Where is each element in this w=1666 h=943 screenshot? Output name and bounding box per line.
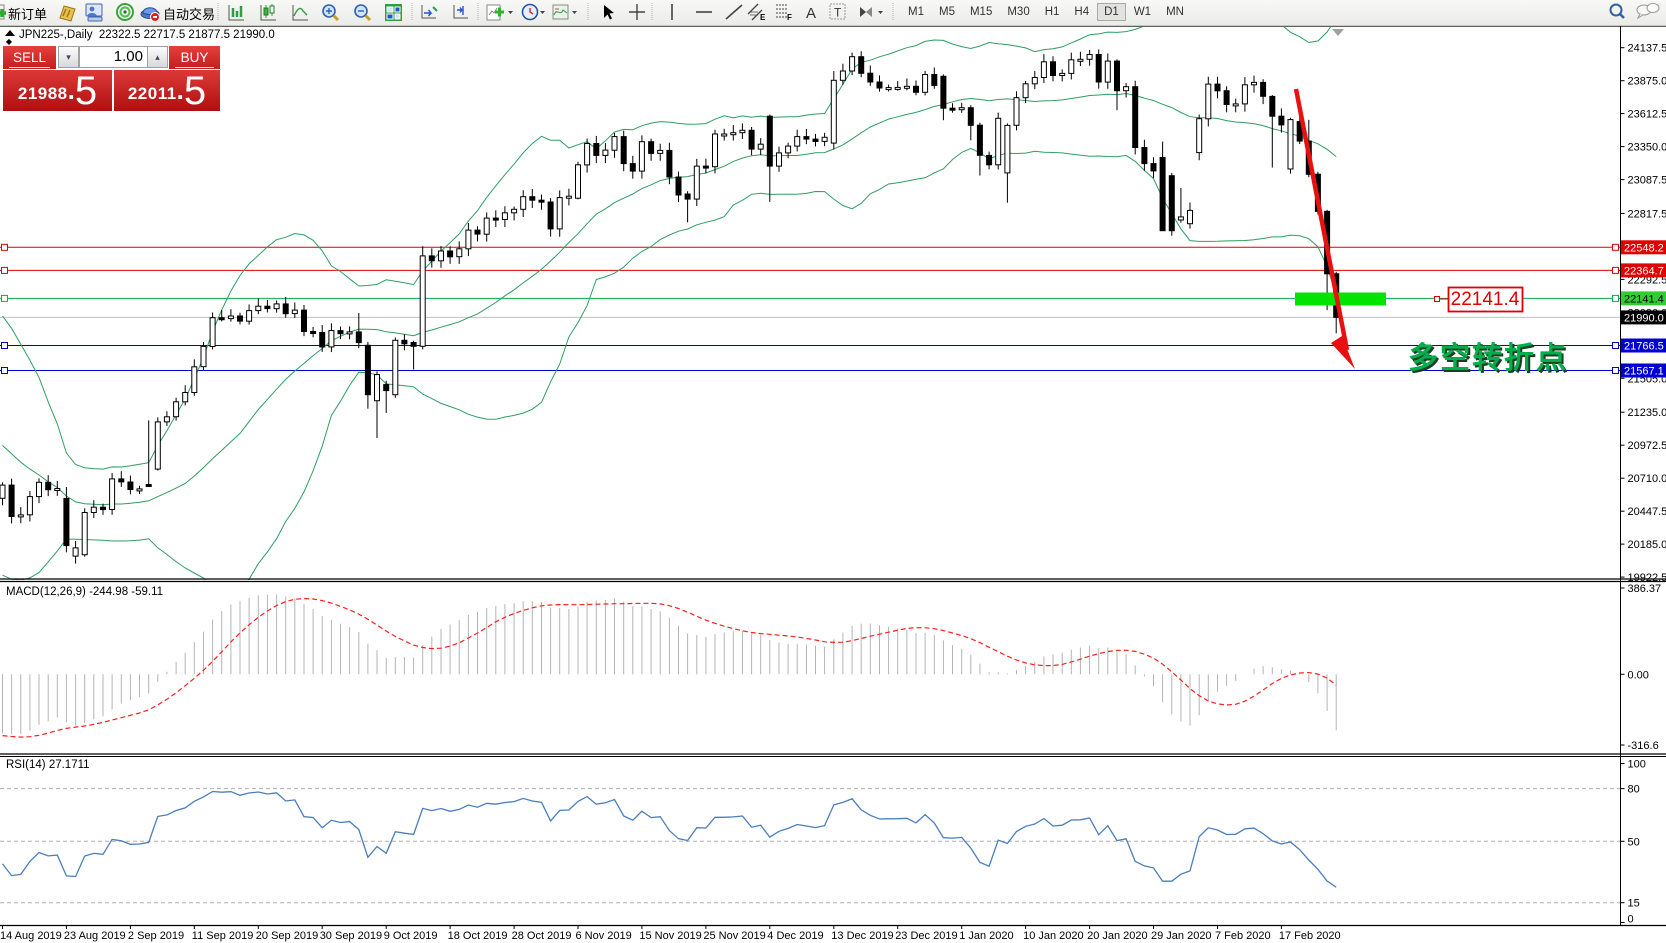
svg-text:28 Oct 2019: 28 Oct 2019: [512, 930, 572, 942]
svg-text:F: F: [787, 13, 792, 22]
svg-text:20 Jan 2020: 20 Jan 2020: [1087, 930, 1148, 942]
svg-text:14 Aug 2019: 14 Aug 2019: [0, 930, 62, 942]
svg-text:23875.0: 23875.0: [1628, 76, 1666, 88]
svg-text:19922.5: 19922.5: [1628, 572, 1666, 584]
svg-text:22548.2: 22548.2: [1624, 242, 1664, 254]
svg-text:2 Sep 2019: 2 Sep 2019: [128, 930, 184, 942]
svg-text:30 Sep 2019: 30 Sep 2019: [320, 930, 382, 942]
svg-text:E: E: [760, 13, 766, 22]
svg-text:20972.5: 20972.5: [1628, 440, 1666, 452]
svg-text:386.37: 386.37: [1628, 583, 1662, 595]
svg-text:21235.0: 21235.0: [1628, 407, 1666, 419]
svg-text:15 Nov 2019: 15 Nov 2019: [639, 930, 701, 942]
svg-text:23087.5: 23087.5: [1628, 175, 1666, 187]
svg-text:0: 0: [1628, 914, 1634, 926]
svg-text:4 Dec 2019: 4 Dec 2019: [767, 930, 823, 942]
svg-text:22141.4: 22141.4: [1451, 289, 1520, 310]
svg-text:13 Dec 2019: 13 Dec 2019: [831, 930, 893, 942]
svg-text:JPN225-,Daily 22322.5 22717.5: JPN225-,Daily 22322.5 22717.5 21877.5 21…: [19, 29, 275, 41]
svg-text:20710.0: 20710.0: [1628, 473, 1666, 485]
svg-text:7 Feb 2020: 7 Feb 2020: [1215, 930, 1271, 942]
svg-text:RSI(14) 27.1711: RSI(14) 27.1711: [6, 759, 90, 771]
svg-text:6 Nov 2019: 6 Nov 2019: [576, 930, 632, 942]
svg-text:50: 50: [1628, 836, 1640, 848]
svg-text:20 Sep 2019: 20 Sep 2019: [256, 930, 318, 942]
svg-text:11 Sep 2019: 11 Sep 2019: [192, 930, 254, 942]
svg-text:17 Feb 2020: 17 Feb 2020: [1279, 930, 1341, 942]
svg-text:23 Dec 2019: 23 Dec 2019: [895, 930, 957, 942]
svg-text:15: 15: [1628, 898, 1640, 910]
svg-text:21567.1: 21567.1: [1624, 366, 1664, 378]
svg-text:23612.5: 23612.5: [1628, 109, 1666, 121]
svg-text:21766.5: 21766.5: [1624, 341, 1664, 353]
svg-text:23 Aug 2019: 23 Aug 2019: [64, 930, 126, 942]
svg-text:24137.5: 24137.5: [1628, 43, 1666, 55]
svg-text:A: A: [806, 5, 816, 22]
svg-text:多空转折点: 多空转折点: [1410, 344, 1570, 377]
svg-text:MACD(12,26,9) -244.98 -59.11: MACD(12,26,9) -244.98 -59.11: [6, 586, 163, 598]
svg-text:◆: ◆: [6, 37, 13, 46]
svg-text:18 Oct 2019: 18 Oct 2019: [448, 930, 508, 942]
svg-text:-316.6: -316.6: [1628, 740, 1659, 752]
svg-text:0.00: 0.00: [1628, 669, 1649, 681]
svg-text:23350.0: 23350.0: [1628, 142, 1666, 154]
svg-text:10 Jan 2020: 10 Jan 2020: [1023, 930, 1084, 942]
svg-text:29 Jan 2020: 29 Jan 2020: [1151, 930, 1212, 942]
svg-text:T: T: [834, 6, 842, 20]
svg-text:20447.5: 20447.5: [1628, 506, 1666, 518]
svg-text:22141.4: 22141.4: [1624, 293, 1664, 305]
svg-text:20185.0: 20185.0: [1628, 539, 1666, 551]
svg-text:25 Nov 2019: 25 Nov 2019: [703, 930, 765, 942]
svg-text:21990.0: 21990.0: [1624, 312, 1664, 324]
svg-text:100: 100: [1628, 759, 1646, 771]
svg-text:22817.5: 22817.5: [1628, 209, 1666, 221]
svg-text:9 Oct 2019: 9 Oct 2019: [384, 930, 438, 942]
svg-text:80: 80: [1628, 784, 1640, 796]
svg-text:多空转折点: 多空转折点: [1408, 342, 1568, 375]
svg-text:1 Jan 2020: 1 Jan 2020: [959, 930, 1013, 942]
svg-text:22364.7: 22364.7: [1624, 265, 1664, 277]
